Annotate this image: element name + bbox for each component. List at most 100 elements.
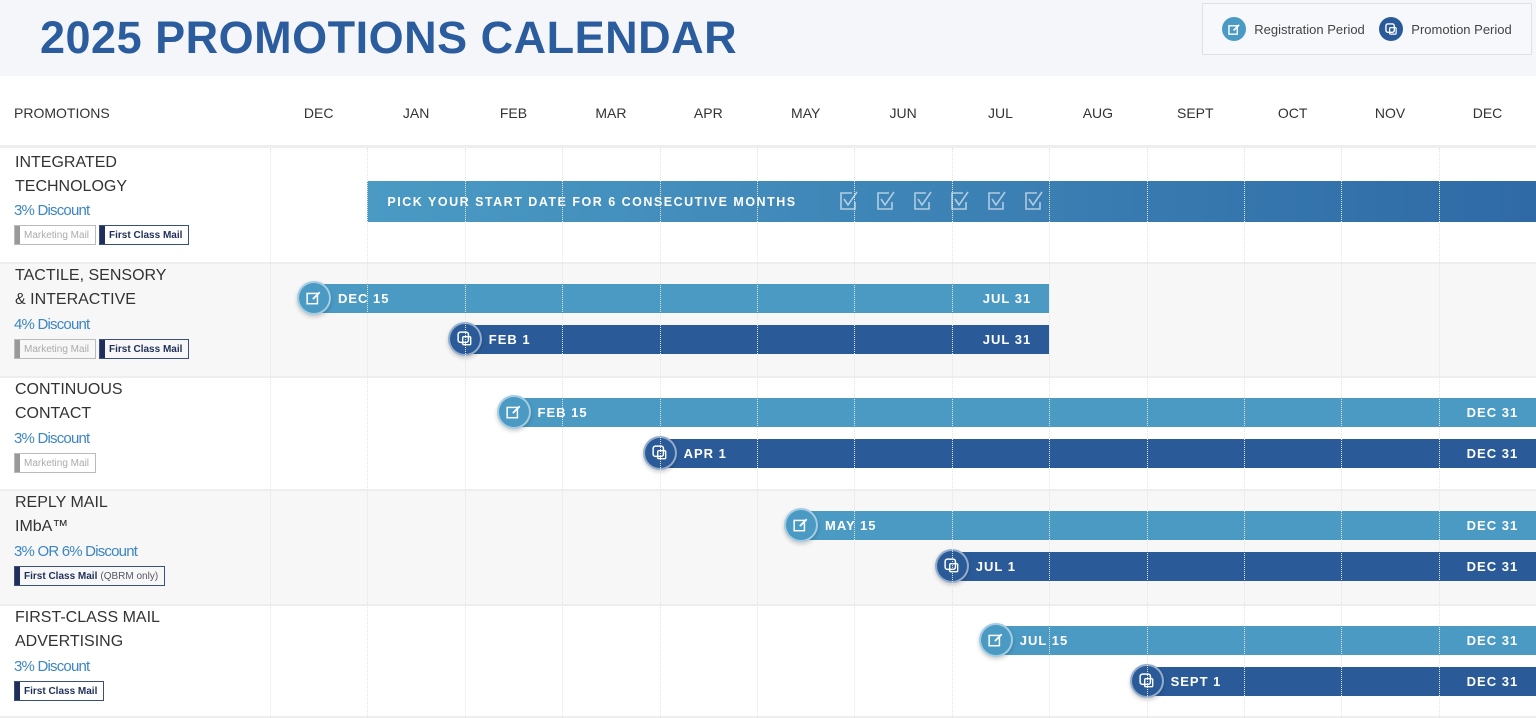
promotion-row [0, 491, 1536, 606]
checkbox-icon [838, 190, 860, 212]
checkbox-icon [986, 190, 1008, 212]
registration-bar: JUL 15 DEC 31 [995, 626, 1536, 655]
month-header: DEC [303, 105, 334, 121]
tag-label: First Class Mail [24, 570, 98, 582]
checkbox-icon [875, 190, 897, 212]
edit-icon [978, 623, 1013, 657]
mail-class-tags: Marketing Mail First Class Mail [14, 339, 190, 359]
discount-label: 3% Discount [14, 658, 90, 675]
promotion-row [0, 606, 1536, 718]
mail-class-tags: First Class Mail (QBRM only) [14, 566, 166, 586]
title-area: 2025 PROMOTIONS CALENDAR Registration Pe… [0, 0, 1536, 76]
promotion-icon [1379, 17, 1404, 41]
bar-start-label: FEB 1 [488, 332, 531, 347]
mail-class-tag: Marketing Mail [14, 225, 97, 245]
discount-label: 3% Discount [14, 202, 90, 219]
legend-label: Promotion Period [1411, 21, 1512, 37]
month-header: AUG [1082, 105, 1114, 121]
bar-start-label: JUL 1 [975, 559, 1016, 574]
tag-label: Marketing Mail [24, 343, 90, 355]
tag-note: (QBRM only) [100, 570, 159, 582]
edit-icon [1222, 17, 1247, 41]
promotion-name: CONTACT [15, 405, 92, 422]
legend-promotion: Promotion Period [1379, 17, 1512, 41]
grid-line [464, 148, 466, 718]
discount-label: 4% Discount [14, 316, 90, 333]
promotion-name: ADVERTISING [15, 633, 124, 650]
tag-label: First Class Mail [109, 343, 183, 355]
checkbox-icon [1023, 190, 1045, 212]
grid-line [270, 148, 271, 718]
bar-end-label: DEC 31 [1466, 446, 1519, 461]
month-header: APR [693, 105, 723, 121]
promotion-name: TACTILE, SENSORY [15, 267, 167, 284]
promotion-name: IMbA™ [15, 518, 69, 535]
bar-end-label: JUL 31 [982, 332, 1032, 347]
mail-class-tags: First Class Mail [14, 681, 105, 701]
grid-line [757, 148, 758, 718]
grid-line [951, 148, 953, 718]
bar-start-label: DEC 15 [337, 291, 390, 306]
month-header: DEC [1472, 105, 1503, 121]
grid-line [1146, 148, 1148, 718]
month-header: FEB [499, 105, 528, 121]
promotion-name: & INTERACTIVE [15, 291, 136, 308]
grid-line [367, 148, 369, 718]
edit-icon [783, 508, 818, 542]
mail-class-tag: Marketing Mail [14, 453, 97, 473]
bar-end-label: DEC 31 [1466, 674, 1519, 689]
mail-class-tag: First Class Mail (QBRM only) [14, 566, 166, 586]
bar-start-label: SEPT 1 [1170, 674, 1222, 689]
month-header: JUN [889, 105, 917, 121]
bar-end-label: DEC 31 [1466, 633, 1519, 648]
promotion-name: REPLY MAIL [15, 494, 108, 511]
month-header: MAY [791, 105, 821, 121]
grid-line [1341, 148, 1343, 718]
promotion-row [0, 264, 1536, 378]
promotion-bar: SEPT 1 DEC 31 [1146, 667, 1536, 696]
month-header: JUL [988, 105, 1013, 121]
promotion-row [0, 150, 1536, 264]
discount-label: 3% Discount [14, 430, 90, 447]
checkbox-icon [912, 190, 934, 212]
bar-start-label: FEB 15 [537, 405, 588, 420]
bar-end-label: DEC 31 [1466, 559, 1519, 574]
promotion-bar: APR 1 DEC 31 [659, 439, 1536, 468]
mail-class-tag: First Class Mail [99, 339, 190, 359]
edit-icon [496, 395, 531, 429]
grid-line [1438, 148, 1440, 718]
grid-line [1244, 148, 1245, 718]
legend-label: Registration Period [1254, 21, 1365, 37]
page-title: 2025 PROMOTIONS CALENDAR [40, 12, 738, 63]
grid-line [562, 148, 564, 718]
month-header: OCT [1277, 105, 1308, 121]
bar-end-label: DEC 31 [1466, 405, 1519, 420]
month-header: NOV [1374, 105, 1406, 121]
mail-class-tag: First Class Mail [14, 681, 105, 701]
promotions-column-header: PROMOTIONS [14, 105, 110, 121]
mail-class-tags: Marketing Mail [14, 453, 97, 473]
tag-label: Marketing Mail [24, 457, 90, 469]
mail-class-tags: Marketing Mail First Class Mail [14, 225, 190, 245]
promotion-row [0, 378, 1536, 491]
tag-label: First Class Mail [109, 229, 183, 241]
timeline-header: PROMOTIONS DEC JAN FEB MAR APR MAY JUN JUL AUG SE… [0, 78, 1536, 148]
grid-line [854, 148, 856, 718]
mail-class-tag: Marketing Mail [14, 339, 97, 359]
registration-bar: MAY 15 DEC 31 [800, 511, 1536, 540]
banner-text: PICK YOUR START DATE FOR 6 CONSECUTIVE M… [387, 194, 797, 209]
bar-end-label: JUL 31 [982, 291, 1032, 306]
grid-line [1049, 148, 1051, 718]
bar-start-label: APR 1 [683, 446, 727, 461]
edit-icon [296, 281, 331, 315]
discount-label: 3% OR 6% Discount [14, 543, 138, 560]
promotion-name: CONTINUOUS [15, 381, 123, 398]
bar-start-label: JUL 15 [1019, 633, 1069, 648]
legend: Registration Period Promotion Period [1202, 3, 1532, 55]
promotion-name: TECHNOLOGY [15, 178, 128, 195]
tag-label: First Class Mail [24, 685, 98, 697]
promotion-bar: JUL 1 DEC 31 [951, 552, 1536, 581]
legend-registration: Registration Period [1222, 17, 1365, 41]
bar-start-label: MAY 15 [824, 518, 877, 533]
bar-end-label: DEC 31 [1466, 518, 1519, 533]
